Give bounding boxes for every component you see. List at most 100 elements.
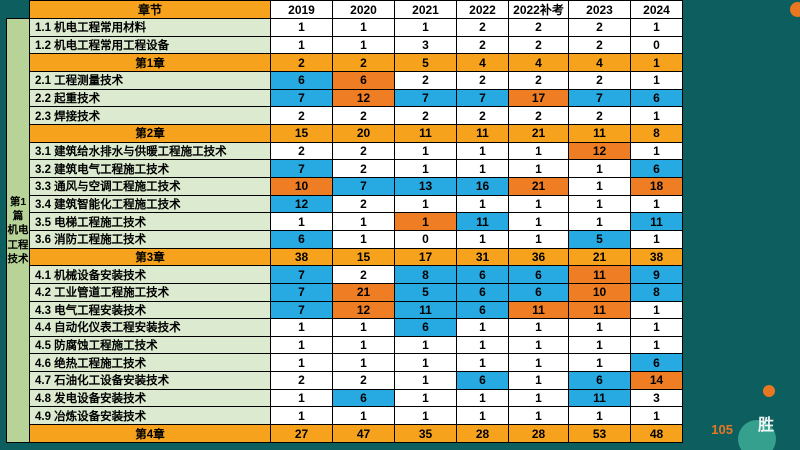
- count-cell: 1: [630, 229, 683, 249]
- count-cell: 2: [332, 371, 395, 390]
- chapter-summary-row: 第4章 27 47 35 28 28 53 48: [7, 424, 683, 443]
- count-cell: 9: [630, 265, 683, 284]
- col-header-2023: 2023: [568, 0, 631, 19]
- count-cell: 21: [508, 123, 569, 143]
- section-label: 3.3 通风与空调工程施工技术: [29, 176, 271, 196]
- count-cell: 2: [332, 141, 395, 161]
- count-cell: 12: [332, 300, 395, 320]
- count-cell: 5: [394, 282, 457, 302]
- count-cell: 2: [332, 106, 395, 125]
- count-cell: 1: [332, 18, 395, 37]
- count-cell: 4: [508, 53, 569, 72]
- count-cell: 6: [270, 229, 333, 249]
- table-row: 4.9 冶炼设备安装技术 1 1 1 1 1 1 1: [7, 406, 683, 426]
- count-cell: 47: [332, 424, 395, 443]
- count-cell: 2: [332, 53, 395, 72]
- count-cell: 28: [508, 424, 569, 443]
- count-cell: 0: [630, 35, 683, 55]
- count-cell: 15: [332, 247, 395, 267]
- page-number: 105: [711, 422, 733, 437]
- count-cell: 1: [630, 300, 683, 320]
- count-cell: 1: [270, 212, 333, 231]
- count-cell: 1: [456, 159, 509, 178]
- section-label: 4.2 工业管道工程施工技术: [29, 282, 271, 302]
- count-cell: 7: [332, 176, 395, 196]
- count-cell: 3: [394, 35, 457, 55]
- table-row: 4.8 发电设备安装技术 1 6 1 1 1 11 3: [7, 388, 683, 408]
- count-cell: 7: [270, 159, 333, 178]
- count-cell: 1: [630, 335, 683, 355]
- count-cell: 1: [394, 406, 457, 426]
- count-cell: 11: [568, 123, 631, 143]
- count-cell: 1: [270, 406, 333, 426]
- count-cell: 1: [508, 229, 569, 249]
- count-cell: 11: [456, 123, 509, 143]
- count-cell: 1: [630, 406, 683, 426]
- count-cell: 1: [332, 229, 395, 249]
- count-cell: 21: [508, 176, 569, 196]
- count-cell: 6: [630, 353, 683, 373]
- count-cell: 3: [630, 388, 683, 408]
- count-cell: 1: [508, 353, 569, 373]
- count-cell: 1: [394, 353, 457, 373]
- corner-orange-dot-icon: [790, 2, 800, 17]
- count-cell: 6: [270, 70, 333, 90]
- count-cell: 1: [568, 176, 631, 196]
- section-label: 4.1 机械设备安装技术: [29, 265, 271, 284]
- count-cell: 7: [270, 265, 333, 284]
- table-row: 4.7 石油化工设备安装技术 2 2 1 6 1 6 14: [7, 371, 683, 390]
- count-cell: 1: [456, 353, 509, 373]
- count-cell: 1: [508, 141, 569, 161]
- count-cell: 20: [332, 123, 395, 143]
- count-cell: 6: [630, 159, 683, 178]
- count-cell: 2: [270, 371, 333, 390]
- count-cell: 11: [568, 388, 631, 408]
- count-cell: 1: [508, 194, 569, 214]
- count-cell: 21: [568, 247, 631, 267]
- header-row: 章节 2019 2020 2021 2022 2022补考 2023 2024: [7, 0, 683, 19]
- count-cell: 1: [508, 388, 569, 408]
- table-row: 3.6 消防工程施工技术 6 1 0 1 1 5 1: [7, 229, 683, 249]
- count-cell: 35: [394, 424, 457, 443]
- table-row: 1.2 机电工程常用工程设备 1 1 3 2 2 2 0: [7, 35, 683, 55]
- count-cell: 1: [568, 159, 631, 178]
- count-cell: 1: [568, 212, 631, 231]
- count-cell: 1: [394, 141, 457, 161]
- count-cell: 1: [456, 194, 509, 214]
- count-cell: 53: [568, 424, 631, 443]
- logo-text: 胜: [757, 417, 774, 434]
- count-cell: 38: [270, 247, 333, 267]
- count-cell: 1: [332, 35, 395, 55]
- count-cell: 11: [394, 123, 457, 143]
- count-cell: 6: [456, 371, 509, 390]
- section-label: 3.6 消防工程施工技术: [29, 229, 271, 249]
- count-cell: 6: [332, 388, 395, 408]
- count-cell: 1: [508, 318, 569, 337]
- count-cell: 6: [394, 318, 457, 337]
- count-cell: 21: [332, 282, 395, 302]
- count-cell: 7: [394, 88, 457, 108]
- count-cell: 18: [630, 176, 683, 196]
- count-cell: 1: [270, 35, 333, 55]
- count-cell: 7: [270, 282, 333, 302]
- part-label: 第1篇 机电 工程 技术: [6, 18, 30, 443]
- count-cell: 1: [394, 388, 457, 408]
- count-cell: 1: [394, 194, 457, 214]
- count-cell: 2: [270, 106, 333, 125]
- count-cell: 1: [630, 70, 683, 90]
- count-cell: 27: [270, 424, 333, 443]
- table-body: 第1篇 机电 工程 技术 1.1 机电工程常用材料 1 1 1 2 2 2 1 1.2 机电工程常…: [6, 18, 683, 443]
- count-cell: 11: [568, 300, 631, 320]
- count-cell: 2: [508, 35, 569, 55]
- count-cell: 2: [332, 194, 395, 214]
- section-label: 2.2 起重技术: [29, 88, 271, 108]
- count-cell: 6: [508, 282, 569, 302]
- count-cell: 11: [508, 300, 569, 320]
- section-label: 1.2 机电工程常用工程设备: [29, 35, 271, 55]
- count-cell: 11: [394, 300, 457, 320]
- chapter-summary-label: 第2章: [29, 123, 271, 143]
- count-cell: 13: [394, 176, 457, 196]
- count-cell: 17: [394, 247, 457, 267]
- col-header-2020: 2020: [332, 0, 395, 19]
